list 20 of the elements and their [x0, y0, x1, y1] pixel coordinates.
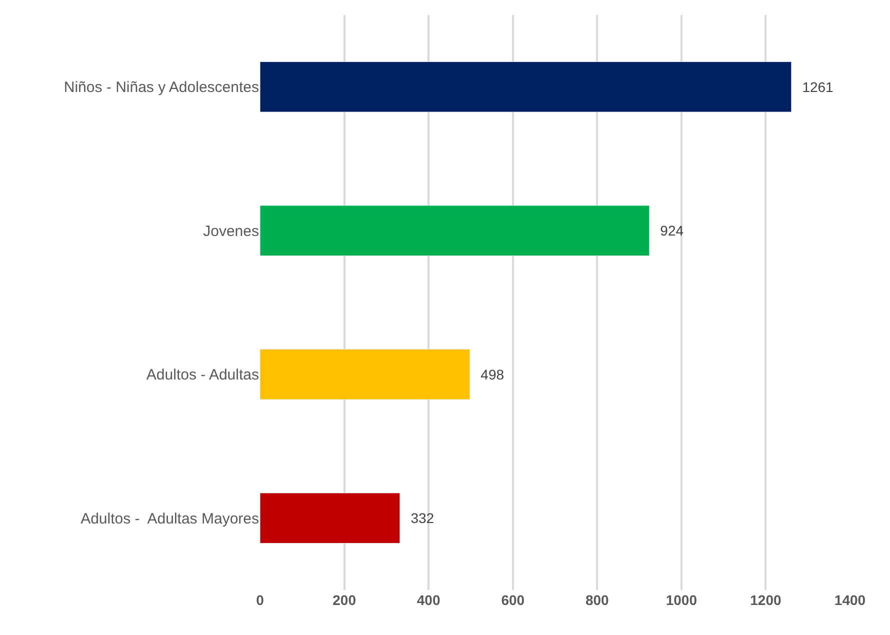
- data-label: 1261: [794, 78, 834, 95]
- y-tick-label: Adultos - Adultas Mayores: [80, 510, 259, 528]
- x-tick-label: 1400: [834, 592, 866, 608]
- x-tick-label: 1000: [666, 592, 698, 608]
- bar: [260, 205, 650, 256]
- data-label: 498: [472, 366, 504, 382]
- data-label: 332: [402, 510, 434, 526]
- bar: [260, 492, 400, 544]
- x-tick-label: 1200: [750, 592, 782, 608]
- x-tick-label: 600: [501, 592, 525, 608]
- y-tick-label: Niños - Niñas y Adolescentes: [64, 79, 259, 96]
- y-tick-label: Adultos - Adultas: [146, 366, 259, 384]
- x-tick-label: 0: [256, 592, 264, 608]
- y-tick-label: Jovenes: [203, 222, 259, 240]
- bar: [260, 61, 792, 112]
- x-tick-label: 800: [585, 592, 610, 608]
- data-label: 924: [652, 222, 684, 239]
- x-tick-label: 400: [416, 592, 440, 608]
- x-tick-label: 200: [332, 592, 356, 608]
- bar: [260, 348, 470, 400]
